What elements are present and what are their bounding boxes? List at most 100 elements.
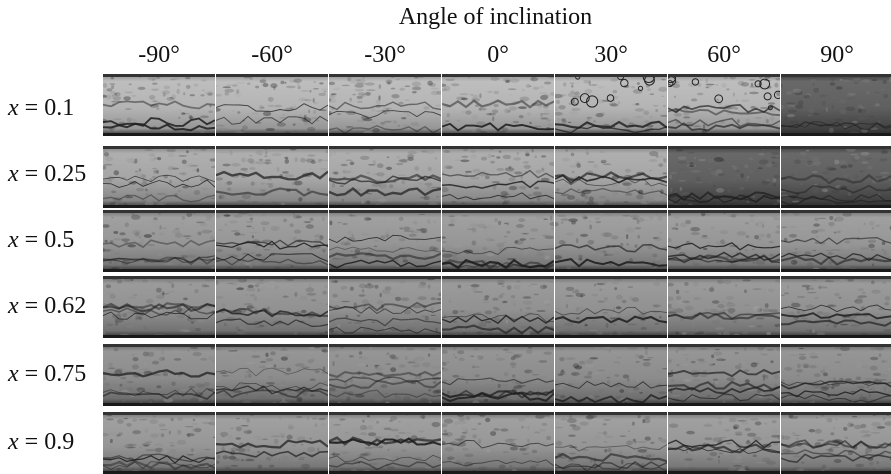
flow-image-r3-c1	[103, 210, 215, 272]
flow-image-r1-c2	[216, 74, 328, 136]
flow-image-graphic	[216, 74, 328, 136]
flow-image-r3-c6	[668, 210, 780, 272]
flow-image-r3-c4	[442, 210, 554, 272]
flow-image-r6-c1	[103, 412, 215, 474]
flow-image-graphic	[442, 74, 554, 136]
flow-image-graphic	[329, 412, 441, 474]
flow-image-graphic	[216, 412, 328, 474]
flow-image-graphic	[103, 146, 215, 208]
angle-label-minus-90: -90°	[138, 42, 180, 68]
flow-image-graphic	[329, 74, 441, 136]
flow-image-graphic	[442, 210, 554, 272]
flow-image-r5-c4	[442, 344, 554, 406]
flow-image-graphic	[555, 210, 667, 272]
flow-image-graphic	[329, 276, 441, 338]
flow-image-graphic	[329, 146, 441, 208]
angle-label-60: 60°	[707, 42, 741, 68]
flow-image-r3-c3	[329, 210, 441, 272]
flow-image-r5-c2	[216, 344, 328, 406]
flow-image-r1-c6	[668, 74, 780, 136]
flow-image-r4-c1	[103, 276, 215, 338]
flow-image-graphic	[555, 146, 667, 208]
flow-image-r3-c7	[781, 210, 891, 272]
flow-image-r2-c1	[103, 146, 215, 208]
flow-image-graphic	[781, 146, 891, 208]
flow-image-r1-c1	[103, 74, 215, 136]
row-label-x-0-5: x = 0.5	[8, 227, 75, 253]
flow-image-r2-c5	[555, 146, 667, 208]
flow-image-graphic	[668, 276, 780, 338]
flow-image-r4-c7	[781, 276, 891, 338]
flow-image-r3-c2	[216, 210, 328, 272]
flow-image-r4-c5	[555, 276, 667, 338]
flow-image-graphic	[555, 344, 667, 406]
angle-label-0: 0°	[487, 42, 509, 68]
flow-image-r6-c2	[216, 412, 328, 474]
flow-image-graphic	[781, 412, 891, 474]
flow-image-r3-c5	[555, 210, 667, 272]
flow-image-r5-c3	[329, 344, 441, 406]
flow-image-r4-c3	[329, 276, 441, 338]
flow-image-graphic	[329, 344, 441, 406]
flow-image-r2-c2	[216, 146, 328, 208]
flow-image-r5-c1	[103, 344, 215, 406]
flow-image-graphic	[216, 146, 328, 208]
flow-image-r1-c4	[442, 74, 554, 136]
flow-image-graphic	[442, 412, 554, 474]
flow-image-r2-c3	[329, 146, 441, 208]
flow-image-graphic	[668, 344, 780, 406]
angle-label-30: 30°	[594, 42, 628, 68]
flow-image-r6-c3	[329, 412, 441, 474]
flow-image-graphic	[103, 412, 215, 474]
flow-image-graphic	[442, 146, 554, 208]
flow-image-graphic	[668, 210, 780, 272]
flow-image-graphic	[103, 74, 215, 136]
angle-label-minus-30: -30°	[364, 42, 406, 68]
flow-image-graphic	[103, 276, 215, 338]
flow-image-graphic	[216, 344, 328, 406]
flow-image-r6-c7	[781, 412, 891, 474]
figure-title: Angle of inclination	[398, 4, 593, 30]
flow-image-graphic	[668, 146, 780, 208]
flow-image-r5-c7	[781, 344, 891, 406]
angle-header-row: -90° -60° -30° 0° 30° 60° 90°	[103, 40, 891, 72]
flow-image-r6-c5	[555, 412, 667, 474]
flow-image-r5-c6	[668, 344, 780, 406]
flow-image-graphic	[442, 344, 554, 406]
flow-image-graphic	[555, 276, 667, 338]
row-label-x-0-62: x = 0.62	[8, 293, 87, 319]
flow-image-r4-c2	[216, 276, 328, 338]
flow-image-graphic	[216, 210, 328, 272]
flow-image-r1-c7	[781, 74, 891, 136]
flow-image-r4-c6	[668, 276, 780, 338]
flow-image-r2-c4	[442, 146, 554, 208]
row-label-x-0-25: x = 0.25	[8, 161, 87, 187]
flow-image-graphic	[668, 74, 780, 136]
flow-image-graphic	[555, 412, 667, 474]
flow-image-r1-c3	[329, 74, 441, 136]
flow-image-r5-c5	[555, 344, 667, 406]
angle-label-90: 90°	[820, 42, 854, 68]
flow-image-r2-c6	[668, 146, 780, 208]
flow-image-graphic	[103, 344, 215, 406]
flow-image-grid	[103, 74, 891, 474]
flow-image-graphic	[555, 74, 667, 136]
flow-image-r6-c4	[442, 412, 554, 474]
row-label-x-0-1: x = 0.1	[8, 95, 75, 121]
flow-image-graphic	[781, 344, 891, 406]
flow-image-graphic	[442, 276, 554, 338]
flow-image-r2-c7	[781, 146, 891, 208]
angle-label-minus-60: -60°	[251, 42, 293, 68]
flow-image-r1-c5	[555, 74, 667, 136]
flow-image-graphic	[781, 74, 891, 136]
row-label-x-0-9: x = 0.9	[8, 429, 75, 455]
flow-image-graphic	[781, 210, 891, 272]
flow-image-graphic	[103, 210, 215, 272]
flow-image-graphic	[216, 276, 328, 338]
flow-image-graphic	[781, 276, 891, 338]
flow-image-r4-c4	[442, 276, 554, 338]
flow-image-r6-c6	[668, 412, 780, 474]
row-label-x-0-75: x = 0.75	[8, 361, 87, 387]
flow-image-graphic	[668, 412, 780, 474]
flow-image-graphic	[329, 210, 441, 272]
